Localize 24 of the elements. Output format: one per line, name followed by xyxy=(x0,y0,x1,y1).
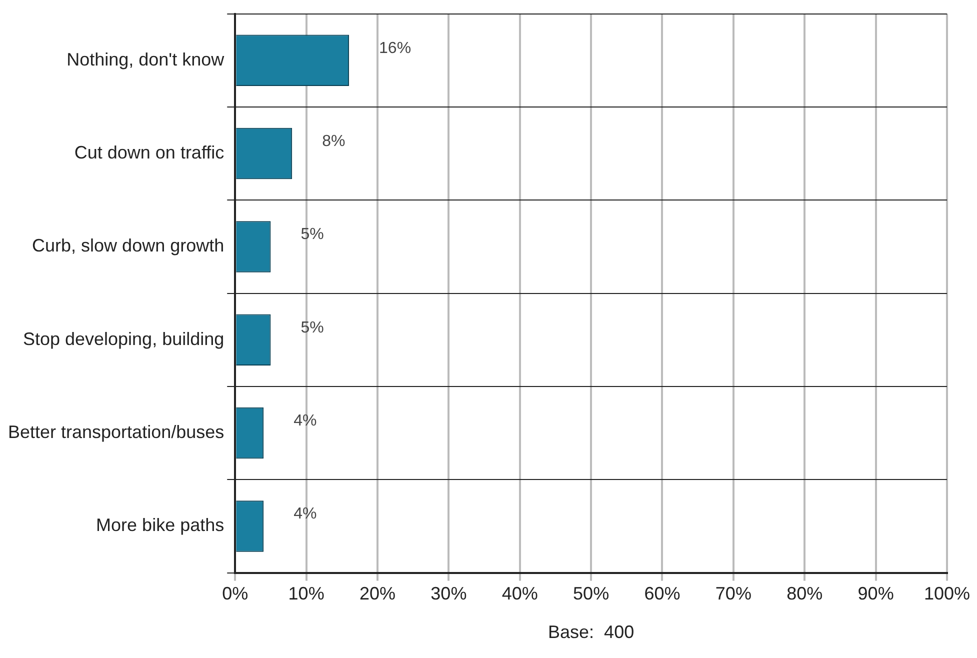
x-tick-label: 30% xyxy=(430,584,467,604)
y-tick-label: More bike paths xyxy=(96,515,224,536)
x-tick-label: 80% xyxy=(786,584,823,604)
x-tick-label: 0% xyxy=(222,584,248,604)
y-tick-label: Stop developing, building xyxy=(22,328,224,349)
data-label: 4% xyxy=(294,506,317,523)
y-tick-label: Cut down on traffic xyxy=(74,142,224,163)
x-tick-label: 20% xyxy=(359,584,396,604)
x-tick-label: 40% xyxy=(502,584,538,604)
x-tick-label: 90% xyxy=(858,584,894,604)
y-tick-label: Better transportation/buses xyxy=(8,422,224,442)
data-label: 8% xyxy=(322,132,346,150)
x-tick-label: 50% xyxy=(573,584,610,604)
x-tick-label: 70% xyxy=(715,584,752,604)
x-tick-label: 60% xyxy=(644,584,680,604)
data-label: 16% xyxy=(379,40,412,57)
data-label: 5% xyxy=(300,319,324,336)
x-tick-label: 100% xyxy=(924,584,970,604)
y-tick-label: Curb, slow down growth xyxy=(32,236,224,256)
y-tick-label: Nothing, don't know xyxy=(66,49,226,70)
x-axis-title: Base: 400 xyxy=(548,622,634,642)
data-label: 4% xyxy=(294,412,317,430)
x-tick-label: 10% xyxy=(288,584,324,604)
data-label: 5% xyxy=(300,226,324,244)
